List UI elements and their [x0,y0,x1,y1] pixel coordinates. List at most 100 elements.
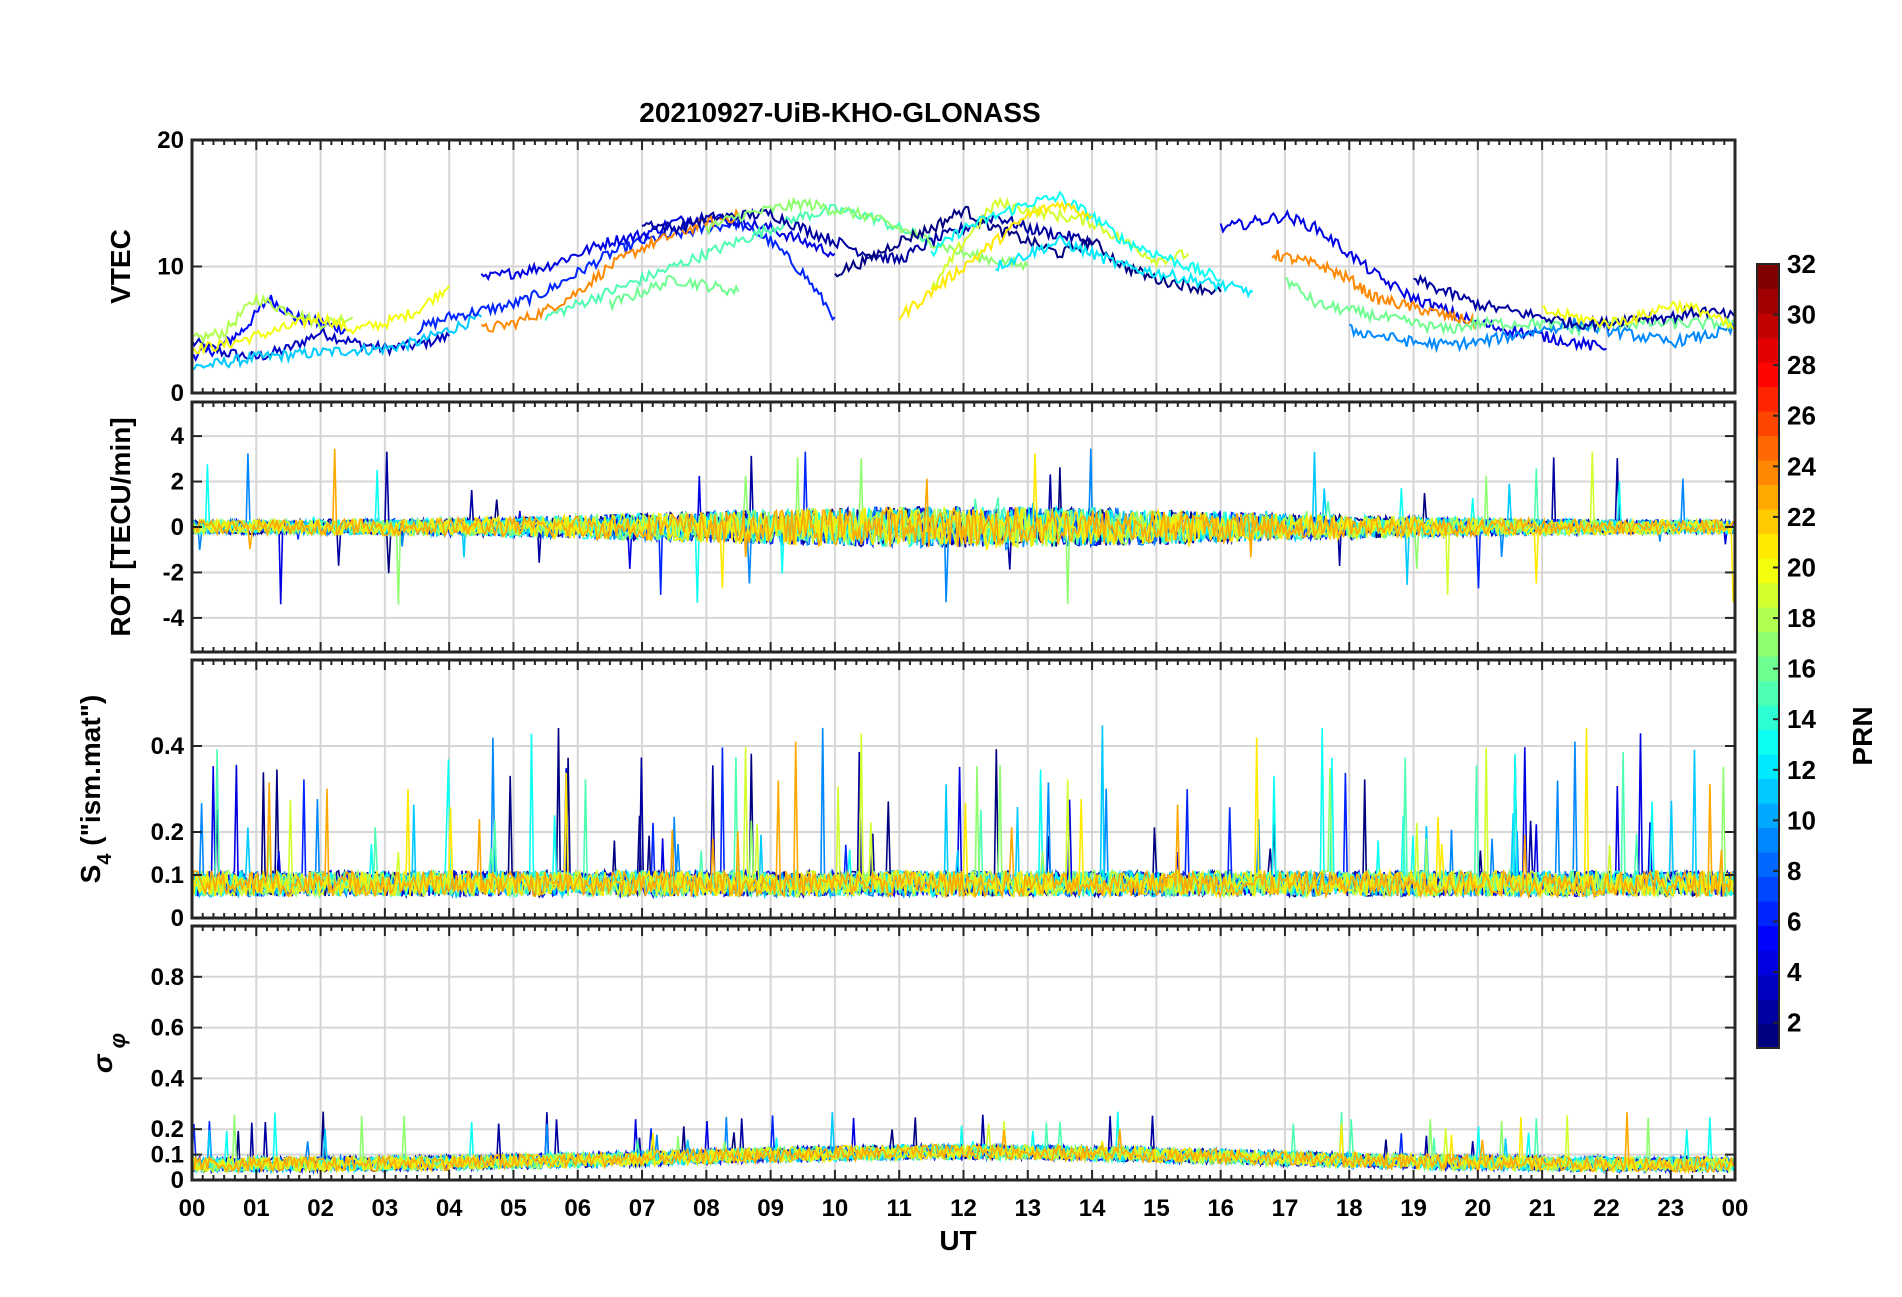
x-tick-label: 20 [1464,1195,1491,1222]
vtec-series-prn-11 [192,312,483,371]
colorbar-segment [1757,656,1779,682]
colorbar-tick-label: 30 [1787,300,1816,330]
y-tick-label: 0.2 [151,819,184,846]
colorbar-segment [1757,827,1779,853]
colorbar-segment [1757,337,1779,363]
y-tick-label: 4 [171,423,185,450]
colorbar-segment [1757,999,1779,1025]
colorbar-segment [1757,852,1779,878]
colorbar-segment [1757,435,1779,461]
x-axis-label: UT [939,1225,976,1256]
x-tick-label: 09 [757,1195,784,1222]
y-tick-label: 20 [157,127,184,154]
x-tick-label: 13 [1014,1195,1041,1222]
vtec-series-prn-21 [898,200,1093,321]
y-axis-label: ROT [TECU/min] [105,417,136,636]
x-tick-label: 21 [1529,1195,1556,1222]
vtec-series-prn-18 [192,291,354,345]
colorbar-segment [1757,313,1779,339]
vtec-series-prn-13 [930,190,1222,283]
colorbar-segment [1757,484,1779,510]
y-tick-label: 10 [157,254,184,281]
colorbar-segment [1757,974,1779,1000]
x-tick-label: 02 [307,1195,334,1222]
series-prn-23 [192,448,1734,558]
x-tick-label: 08 [693,1195,720,1222]
series-prn-23 [192,1112,1734,1175]
y-tick-label: 0 [171,905,184,932]
colorbar-segment [1757,631,1779,657]
colorbar-segment [1757,803,1779,829]
colorbar-segment [1757,288,1779,314]
y-tick-label: 0 [171,1167,184,1194]
vtec-series-prn-12 [995,234,1254,299]
panel-2: 0 0.1 0.2 0.4 S4 ("ism.mat") [75,658,1737,932]
colorbar-tick-label: 22 [1787,502,1816,532]
y-tick-label: 0.1 [151,862,184,889]
colorbar-segment [1757,509,1779,535]
colorbar-tick-label: 32 [1787,249,1816,279]
y-tick-label: 0.6 [151,1015,184,1042]
x-tick-label: 06 [564,1195,591,1222]
colorbar-tick-label: 18 [1787,603,1816,633]
colorbar-segment [1757,901,1779,927]
x-tick-label: 01 [243,1195,270,1222]
x-tick-label: 04 [436,1195,463,1222]
colorbar-segment [1757,778,1779,804]
vtec-series-prn-16 [1284,276,1735,338]
vtec-series-prn-24 [480,208,740,333]
colorbar-segment [1757,386,1779,412]
vtec-series-prn-2 [1413,273,1735,333]
x-tick-label: 16 [1207,1195,1234,1222]
y-tick-label: 0 [171,514,184,541]
y-axis-label: VTEC [105,229,136,304]
y-tick-label: 0.4 [151,1065,185,1092]
x-tick-label: 19 [1400,1195,1427,1222]
colorbar-segment [1757,950,1779,976]
x-tick-label: 17 [1272,1195,1299,1222]
traces [192,448,1734,605]
x-tick-label: 15 [1143,1195,1170,1222]
colorbar-segment [1757,705,1779,731]
colorbar-segment [1757,533,1779,559]
vtec-series-prn-20 [192,284,451,356]
colorbar-tick-label: 4 [1787,957,1802,987]
vtec-series-prn-3 [192,325,450,362]
colorbar-segment [1757,558,1779,584]
y-axis-label: S4 ("ism.mat") [75,695,116,884]
colorbar-tick-label: 14 [1787,704,1816,734]
x-tick-label: 00 [1722,1195,1749,1222]
x-tick-label: 07 [629,1195,656,1222]
x-tick-label: 23 [1657,1195,1684,1222]
x-tick-label: 12 [950,1195,977,1222]
colorbar-tick-label: 24 [1787,451,1816,481]
colorbar-segment [1757,754,1779,780]
colorbar-segment [1757,582,1779,608]
colorbar-segment [1757,411,1779,437]
colorbar-tick-label: 12 [1787,755,1816,785]
y-tick-label: -2 [163,559,184,586]
y-tick-label: 0.4 [151,733,185,760]
colorbar-tick-label: 2 [1787,1008,1801,1038]
colorbar-segment [1757,607,1779,633]
vtec-series-prn-6 [416,215,836,336]
y-tick-label: 0.8 [151,964,184,991]
vtec-series-prn-1 [834,205,1222,297]
x-tick-label: 10 [822,1195,849,1222]
y-axis-label: σ φ [87,1033,130,1073]
x-tick-label: 03 [372,1195,399,1222]
y-tick-label: 2 [171,469,184,496]
colorbar-segment [1757,729,1779,755]
y-tick-label: 0 [171,380,184,407]
y-tick-label: -4 [163,605,185,632]
x-tick-label: 00 [179,1195,206,1222]
series-prn-23 [192,741,1734,900]
vtec-series-prn-9 [1348,314,1735,354]
x-tick-label: 22 [1593,1195,1620,1222]
colorbar-label: PRN [1847,706,1878,765]
y-tick-label: 0.2 [151,1116,184,1143]
vtec-series-prn-24 [1271,249,1479,331]
